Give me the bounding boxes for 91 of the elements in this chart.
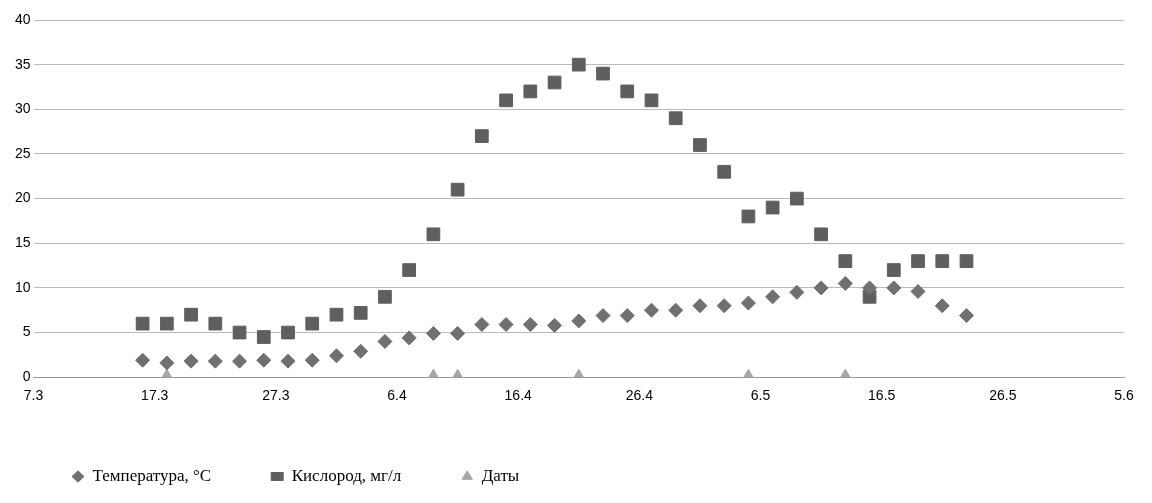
point (911, 254, 925, 268)
x-tick-label: 16.5 (868, 387, 896, 404)
x-tick-label: 27.3 (262, 387, 290, 404)
point (595, 308, 611, 324)
point (886, 280, 902, 296)
point (475, 129, 489, 143)
point (256, 352, 272, 368)
x-tick-label: 26.4 (625, 387, 654, 404)
point (765, 200, 780, 215)
x-tick-label: 26.5 (989, 387, 1017, 404)
x-tick-label: 17.3 (141, 387, 169, 404)
point (547, 317, 563, 333)
legend-label: Кислород, мг/л (291, 465, 402, 485)
point (571, 57, 586, 72)
point (328, 348, 344, 364)
point (474, 317, 490, 333)
point (619, 308, 635, 324)
point (765, 289, 781, 305)
y-tick-label: 30 (14, 100, 31, 117)
point (280, 353, 296, 369)
point (402, 263, 417, 277)
point (692, 298, 708, 314)
point (232, 325, 247, 340)
y-tick-label: 10 (14, 278, 31, 295)
y-tick-label: 20 (14, 189, 31, 206)
point (958, 308, 974, 324)
y-tick-label: 35 (14, 55, 31, 72)
point (571, 313, 587, 329)
y-tick-label: 5 (22, 323, 31, 340)
point (184, 307, 198, 322)
point (814, 227, 828, 242)
point (862, 280, 878, 296)
point (790, 191, 804, 206)
point (934, 298, 950, 314)
point (668, 302, 684, 318)
point (740, 295, 756, 311)
point (256, 330, 271, 344)
x-tick-label: 6.5 (750, 387, 771, 404)
y-tick-label: 40 (14, 10, 31, 27)
point (426, 227, 441, 242)
point (135, 316, 150, 331)
point (135, 352, 151, 368)
point (620, 84, 635, 99)
point (208, 316, 223, 331)
point (183, 353, 199, 369)
point (813, 280, 829, 296)
point (425, 325, 441, 341)
point (353, 306, 368, 320)
point (207, 353, 223, 369)
x-tick-label: 16.4 (504, 387, 533, 404)
point (716, 298, 732, 314)
point (547, 75, 562, 90)
y-tick-label: 25 (14, 144, 31, 161)
point (644, 93, 659, 108)
point (329, 307, 344, 322)
point (522, 317, 538, 333)
point (377, 333, 393, 349)
point (232, 353, 248, 369)
point (741, 209, 756, 224)
legend-label: Температура, °C (92, 465, 212, 485)
point (159, 316, 174, 331)
point (789, 284, 805, 300)
x-tick-label: 7.3 (23, 387, 44, 404)
point (886, 263, 901, 277)
point (499, 93, 513, 108)
point (717, 164, 732, 179)
point (378, 289, 392, 304)
y-tick-label: 15 (14, 234, 31, 251)
x-tick-label: 5.6 (1114, 387, 1134, 404)
point (450, 325, 466, 341)
point (668, 111, 683, 126)
point (837, 275, 853, 291)
point (498, 317, 514, 333)
point (523, 84, 538, 99)
point (935, 254, 950, 268)
point (305, 316, 320, 331)
point (281, 325, 295, 340)
point (159, 355, 175, 371)
point (910, 283, 926, 299)
point (959, 254, 974, 268)
point (401, 330, 417, 346)
point (596, 66, 610, 81)
legend-label: Даты (481, 465, 520, 485)
point (838, 254, 853, 268)
point (693, 138, 707, 152)
y-tick-label: 0 (22, 368, 31, 385)
x-tick-label: 6.4 (387, 387, 407, 404)
point (643, 302, 659, 318)
point (353, 343, 369, 359)
point (304, 352, 320, 368)
point (450, 182, 465, 197)
